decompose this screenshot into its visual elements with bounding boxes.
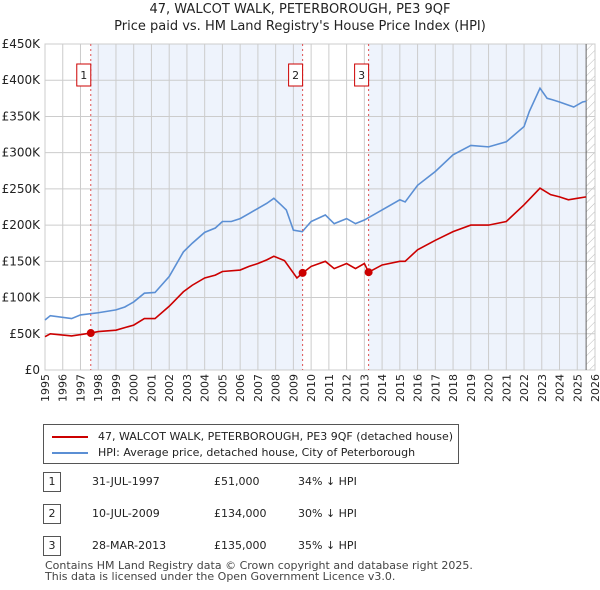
sale-delta: 35% ↓ HPI (298, 539, 357, 552)
legend: 47, WALCOT WALK, PETERBOROUGH, PE3 9QF (… (43, 424, 459, 464)
x-tick-label: 2004 (199, 374, 212, 402)
x-tick-label: 2018 (447, 374, 460, 402)
sale-price: £51,000 (214, 475, 260, 488)
footer: Contains HM Land Registry data © Crown c… (45, 560, 473, 582)
x-tick-label: 2005 (216, 374, 229, 402)
forecast-hatch (586, 44, 595, 370)
property-line (44, 187, 587, 338)
sale-price: £134,000 (214, 507, 267, 520)
x-tick-label: 2012 (341, 374, 354, 402)
y-tick-label: £0 (25, 363, 40, 377)
y-tick-label: £200K (2, 218, 42, 232)
x-tick-label: 2022 (518, 374, 531, 402)
x-tick-label: 2000 (128, 374, 141, 402)
price-chart: 1995 1996 1997 1998 1999 2000 2001 2002 2003 2004… (2, 37, 600, 402)
y-tick-label: £250K (2, 182, 42, 196)
x-tick-label: 2002 (163, 374, 176, 402)
sale-label-box (288, 63, 304, 87)
x-tick-label: 2011 (323, 374, 336, 402)
sale-badge: 2 (43, 504, 61, 524)
sale-point (364, 268, 373, 277)
x-tick-label: 2007 (252, 374, 265, 402)
sale-badge: 3 (43, 536, 61, 556)
x-tick-label: 2014 (376, 374, 389, 402)
sale-date: 31-JUL-1997 (92, 475, 160, 488)
sale-date: 10-JUL-2009 (92, 507, 160, 520)
x-tick-label: 2015 (394, 374, 407, 402)
legend-blue-line (52, 451, 88, 454)
x-tick-label: 1999 (110, 374, 123, 402)
x-tick-label: 2010 (305, 374, 318, 402)
y-tick-label: £400K (2, 73, 42, 87)
table-row: 1 31-JUL-1997 £51,000 34% ↓ HPI (0, 472, 600, 492)
footer-licence: This data is licensed under the Open Gov… (45, 570, 396, 583)
x-tick-label: 2023 (536, 374, 549, 402)
x-tick-label: 2001 (145, 374, 158, 402)
x-tick-label: 2003 (181, 374, 194, 402)
table-row: 2 10-JUL-2009 £134,000 30% ↓ HPI (0, 504, 600, 524)
x-tick-label: 2025 (571, 374, 584, 402)
sale-delta: 34% ↓ HPI (298, 475, 357, 488)
footer-copyright: Contains HM Land Registry data © Crown c… (45, 559, 473, 572)
y-tick-label: £350K (2, 109, 42, 123)
y-tick-label: £100K (2, 291, 42, 305)
shaded-period (368, 44, 587, 370)
x-tick-label: 2019 (465, 374, 478, 402)
x-tick-label: 2016 (412, 374, 425, 402)
x-tick-label: 2020 (483, 374, 496, 402)
x-tick-label: 2009 (287, 374, 300, 402)
sale-label-box (76, 63, 92, 87)
x-tick-label: 2017 (429, 374, 442, 402)
plot-frame (44, 43, 596, 371)
sale-label: 2 (292, 69, 299, 82)
x-tick-label: 2021 (500, 374, 513, 402)
legend-property: 47, WALCOT WALK, PETERBOROUGH, PE3 9QF (… (98, 430, 454, 443)
hpi-line (44, 86, 587, 321)
chart-title: 47, WALCOT WALK, PETERBOROUGH, PE3 9QF (149, 2, 451, 17)
sale-label: 1 (80, 69, 87, 82)
x-tick-label: 1998 (92, 374, 105, 402)
shaded-period (90, 44, 303, 370)
y-tick-label: £150K (2, 254, 42, 268)
y-tick-label: £300K (2, 146, 42, 160)
x-tick-label: 1996 (57, 374, 70, 402)
sale-label: 3 (358, 69, 365, 82)
x-tick-label: 2013 (358, 374, 371, 402)
sale-delta: 30% ↓ HPI (298, 507, 357, 520)
x-tick-label: 1997 (74, 374, 87, 402)
sale-point (298, 268, 307, 277)
sale-label-box (354, 63, 370, 87)
legend-red-line (52, 435, 88, 438)
x-tick-label: 1995 (39, 374, 52, 402)
x-tick-label: 2026 (589, 374, 600, 402)
sale-price: £135,000 (214, 539, 267, 552)
legend-hpi: HPI: Average price, detached house, City… (98, 446, 416, 459)
y-tick-label: £50K (9, 327, 41, 341)
x-tick-label: 2008 (270, 374, 283, 402)
table-row: 3 28-MAR-2013 £135,000 35% ↓ HPI (0, 536, 600, 556)
y-tick-label: £450K (2, 37, 42, 51)
chart-subtitle: Price paid vs. HM Land Registry's House … (114, 19, 486, 34)
sale-badge: 1 (43, 472, 61, 492)
sale-date: 28-MAR-2013 (92, 539, 167, 552)
x-tick-label: 2024 (554, 374, 567, 402)
x-tick-label: 2006 (234, 374, 247, 402)
sale-point (86, 329, 95, 338)
